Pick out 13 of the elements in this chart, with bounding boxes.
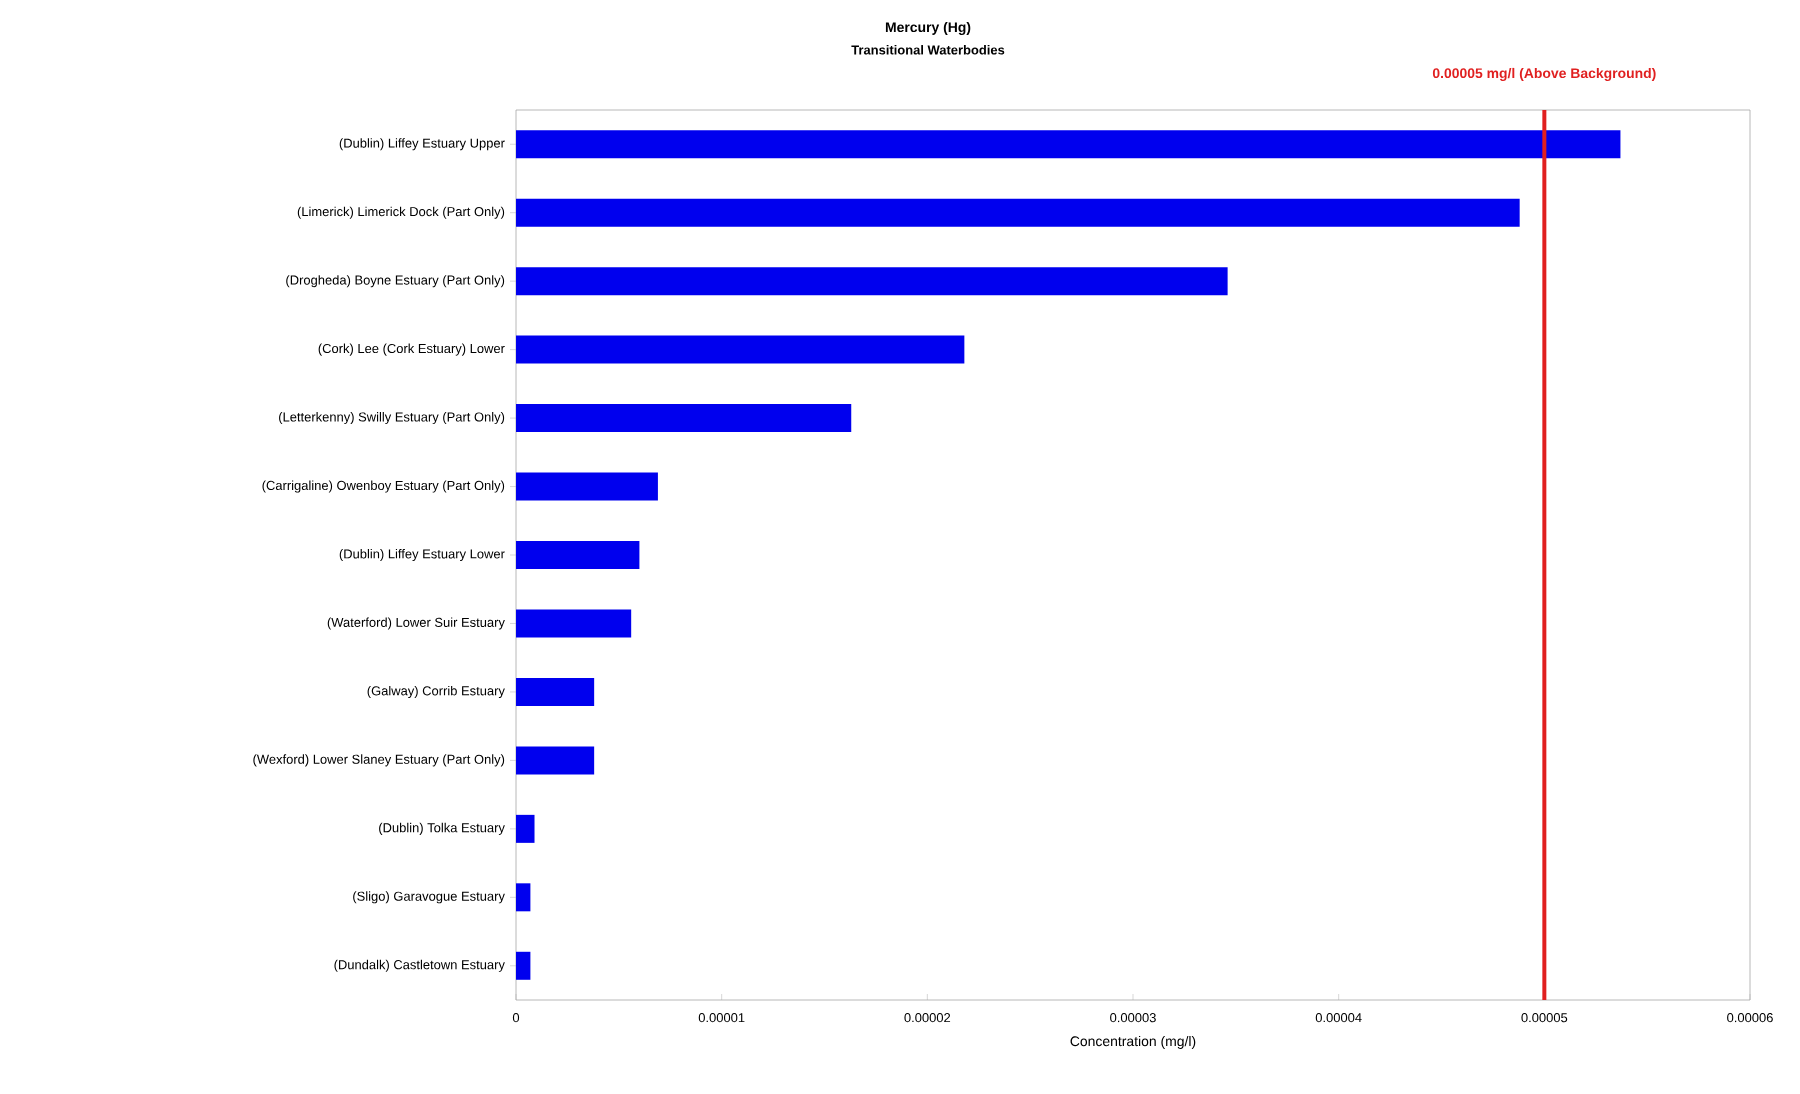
bar: [516, 335, 965, 364]
bar: [516, 883, 531, 912]
bar: [516, 472, 658, 501]
bar: [516, 677, 595, 706]
bar: [516, 267, 1228, 296]
bar: [516, 746, 595, 775]
bar: [516, 814, 535, 843]
bar: [516, 609, 632, 638]
bar: [516, 541, 640, 570]
bar: [516, 130, 1621, 159]
bar: [516, 404, 852, 433]
bar: [516, 198, 1520, 227]
bar: [516, 951, 531, 980]
